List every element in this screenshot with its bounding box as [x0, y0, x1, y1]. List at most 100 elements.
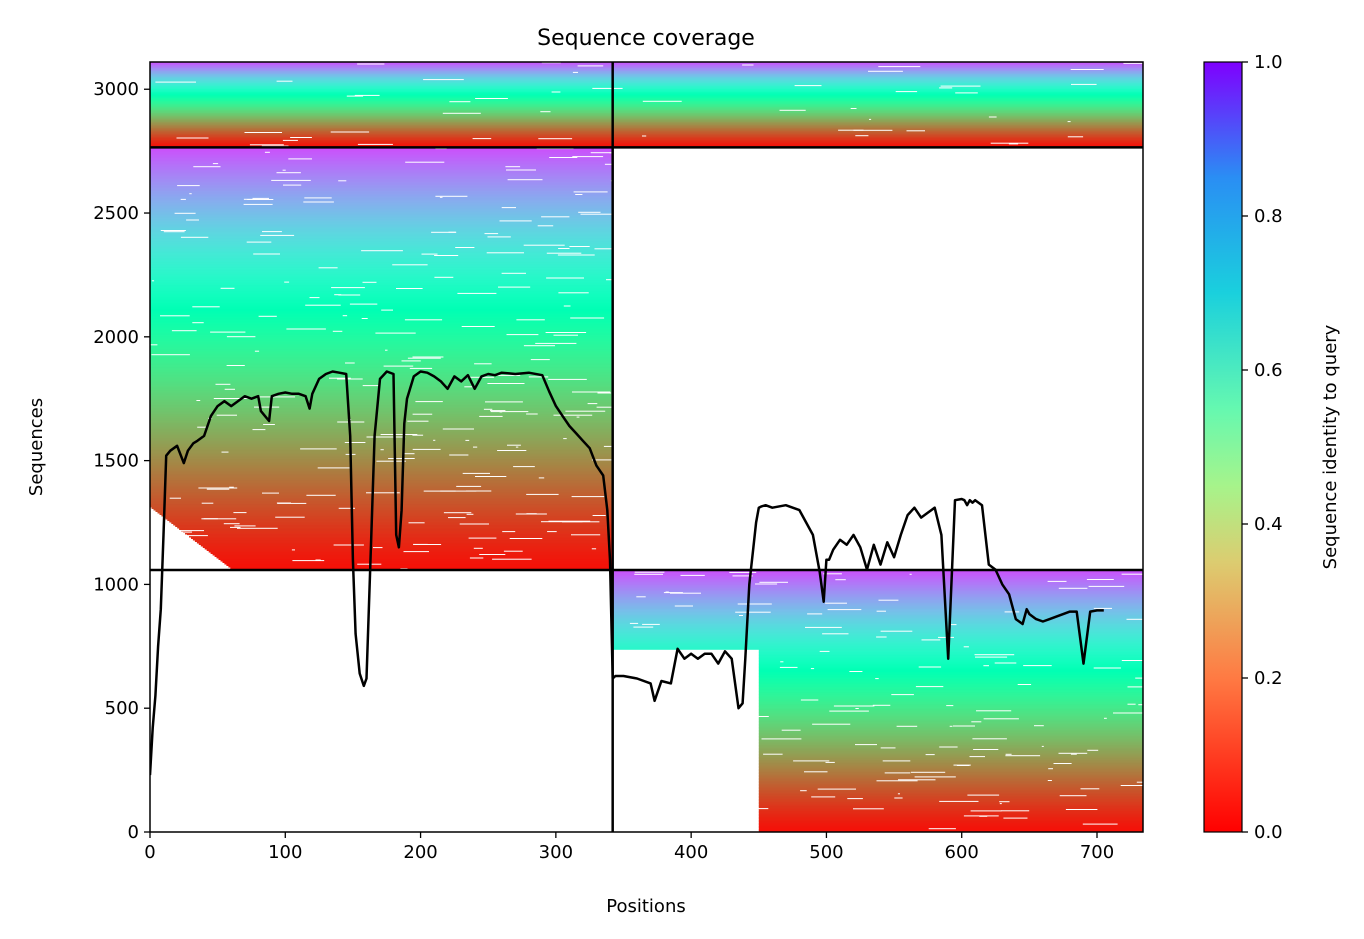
coverage-row: [758, 817, 1143, 819]
coverage-gap: [201, 502, 214, 504]
coverage-row: [161, 514, 613, 517]
coverage-row: [612, 615, 1143, 617]
coverage-gap: [151, 354, 190, 356]
coverage-gap: [592, 87, 623, 89]
coverage-row: [150, 246, 613, 249]
coverage-gap: [735, 611, 771, 613]
coverage-row: [150, 75, 1143, 78]
coverage-row: [150, 318, 613, 321]
coverage-gap: [474, 363, 492, 365]
coverage-row: [758, 757, 1143, 760]
coverage-row: [150, 430, 613, 433]
coverage-row: [758, 701, 1143, 704]
coverage-gap: [967, 794, 1000, 796]
coverage-gap: [637, 700, 659, 702]
coverage-gap: [876, 636, 887, 638]
colorbar-tick-label: 1.0: [1254, 52, 1283, 73]
coverage-gap: [338, 180, 347, 182]
coverage-row: [758, 791, 1143, 794]
coverage-gap: [606, 279, 648, 281]
coverage-row: [150, 189, 613, 192]
coverage-gap: [833, 705, 875, 707]
colorbar-tick-label: 0.6: [1254, 360, 1283, 381]
coverage-row: [758, 722, 1143, 725]
y-tick-label: 1000: [93, 574, 139, 595]
coverage-row: [612, 613, 1143, 616]
coverage-gap: [221, 451, 229, 453]
coverage-gap: [739, 615, 743, 616]
coverage-row: [758, 820, 1143, 822]
coverage-row: [758, 685, 1143, 688]
coverage-gap: [693, 794, 735, 796]
coverage-gap: [306, 494, 336, 496]
coverage-gap: [526, 513, 537, 515]
coverage-gap: [169, 497, 181, 499]
coverage-row: [150, 162, 613, 165]
coverage-row: [150, 424, 613, 427]
coverage-row: [758, 826, 1143, 828]
coverage-gap: [800, 699, 819, 701]
coverage-gap: [894, 797, 903, 799]
coverage-gap: [334, 294, 342, 296]
coverage-gap: [189, 193, 192, 195]
coverage-row: [150, 159, 613, 162]
coverage-gap: [855, 135, 869, 137]
coverage-gap: [999, 803, 1002, 805]
coverage-gap: [614, 717, 634, 719]
coverage-gap: [345, 362, 355, 364]
coverage-gap: [505, 166, 521, 168]
coverage-gap: [546, 277, 584, 279]
coverage-gap: [618, 725, 626, 727]
coverage-row: [206, 549, 613, 551]
coverage-row: [758, 761, 1143, 764]
coverage-gap: [180, 236, 209, 238]
coverage-row: [150, 126, 1143, 129]
coverage-gap: [412, 434, 424, 436]
coverage-row: [150, 229, 613, 232]
coverage-row: [150, 454, 613, 457]
coverage-row: [150, 385, 613, 388]
coverage-row: [758, 779, 1143, 782]
coverage-row: [150, 336, 613, 339]
coverage-row: [150, 402, 613, 405]
coverage-row: [612, 579, 1143, 581]
coverage-row: [150, 340, 613, 343]
coverage-row: [150, 165, 613, 168]
coverage-gap: [548, 378, 587, 380]
coverage-gap: [317, 467, 350, 469]
coverage-row: [150, 104, 1143, 106]
coverage-gap: [827, 609, 862, 611]
y-axis-label: Sequences: [26, 398, 47, 496]
coverage-gap: [869, 118, 872, 120]
coverage-gap: [719, 827, 733, 829]
coverage-row: [758, 751, 1143, 754]
coverage-row: [612, 597, 1143, 599]
coverage-gap: [725, 670, 732, 672]
coverage-gap: [572, 156, 604, 158]
coverage-row: [150, 256, 613, 259]
coverage-row: [150, 180, 613, 183]
coverage-gap: [230, 526, 241, 528]
coverage-gap: [1058, 752, 1088, 754]
coverage-row: [758, 787, 1143, 789]
y-tick-label: 3000: [93, 79, 139, 100]
coverage-row: [150, 243, 613, 246]
coverage-row: [150, 388, 613, 391]
coverage-row: [612, 601, 1143, 604]
coverage-gap: [891, 694, 914, 696]
coverage-gap: [288, 158, 312, 160]
coverage-row: [150, 151, 613, 154]
coverage-row: [150, 174, 613, 177]
coverage-gap: [633, 819, 641, 821]
coverage-gap: [654, 678, 669, 679]
coverage-gap: [513, 466, 535, 468]
coverage-gap: [206, 488, 230, 490]
coverage-row: [150, 322, 613, 325]
coverage-row: [758, 683, 1143, 686]
coverage-gap: [216, 414, 237, 416]
coverage-row: [150, 348, 613, 351]
coverage-row: [150, 214, 613, 217]
coverage-gap: [575, 194, 583, 195]
coverage-gap: [469, 557, 484, 559]
coverage-row: [150, 258, 613, 261]
